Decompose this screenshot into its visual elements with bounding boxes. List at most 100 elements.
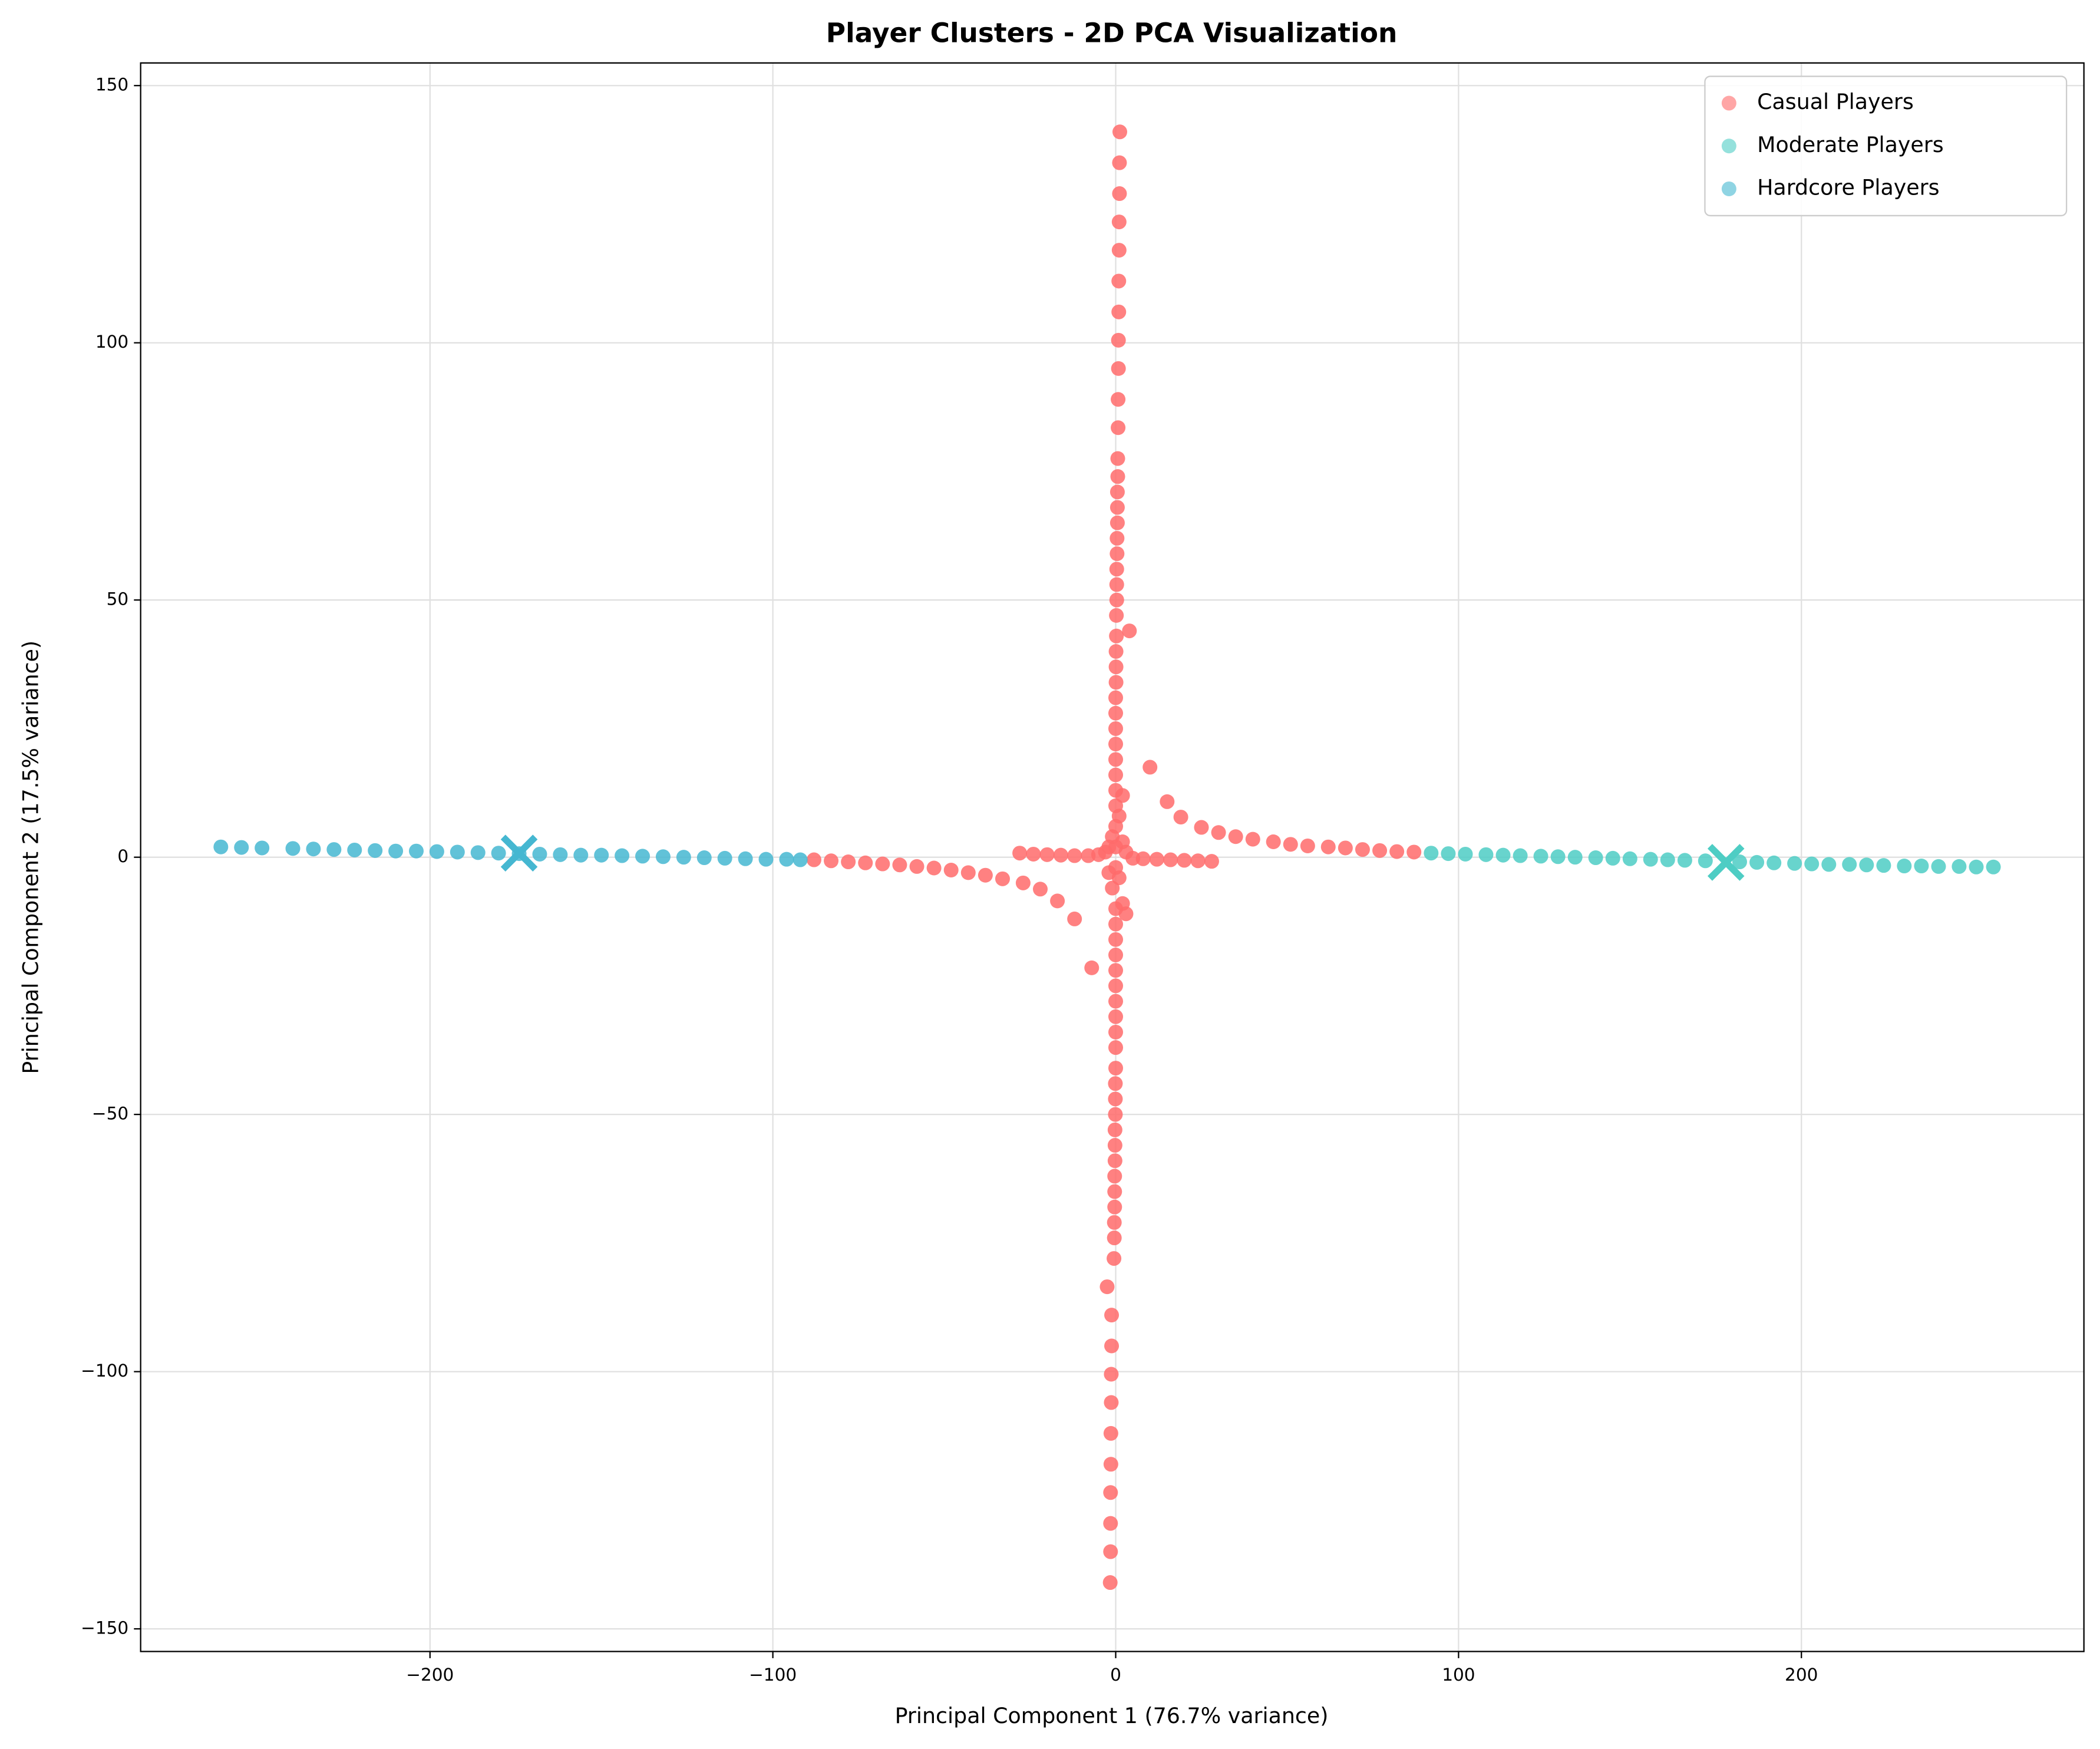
x-tick-label: −200 [406, 1665, 454, 1685]
point [1211, 825, 1226, 840]
point [1173, 810, 1188, 825]
point [1107, 1153, 1122, 1169]
point [1821, 857, 1837, 872]
point [995, 871, 1010, 886]
point [1859, 857, 1874, 873]
point [1986, 859, 2001, 874]
point [1104, 1367, 1119, 1382]
point [676, 850, 691, 865]
point [1112, 124, 1127, 140]
point [532, 846, 547, 862]
point [892, 857, 907, 873]
point [1300, 838, 1315, 853]
point [306, 842, 321, 857]
y-tick-label: 50 [107, 589, 129, 609]
centroid-stroke [500, 834, 538, 872]
chart-title: Player Clusters - 2D PCA Visualization [826, 18, 1398, 49]
point [1177, 853, 1192, 868]
point [1513, 848, 1528, 863]
point [1109, 577, 1124, 592]
point [1108, 705, 1124, 721]
point [1110, 484, 1125, 500]
plot-frame [140, 62, 2085, 1652]
point [1111, 332, 1126, 348]
legend-label: Hardcore Players [1757, 174, 1939, 200]
x-tick-label: 100 [1442, 1665, 1475, 1685]
point [1108, 994, 1124, 1009]
point [1108, 978, 1124, 994]
point [285, 841, 301, 856]
point [1111, 420, 1126, 435]
point [1111, 304, 1127, 319]
point [213, 839, 229, 854]
point [875, 856, 890, 872]
point [1103, 1516, 1118, 1531]
point [1104, 1308, 1120, 1323]
centroid-marker [500, 834, 538, 872]
point [1149, 852, 1164, 867]
point [824, 853, 839, 869]
point [1732, 854, 1748, 870]
point [553, 847, 568, 862]
x-tick-label: 0 [1110, 1665, 1121, 1685]
point [1338, 840, 1353, 856]
point [1067, 848, 1082, 863]
point [1622, 851, 1637, 866]
point [1749, 854, 1765, 870]
point [1424, 846, 1439, 861]
point [1099, 1279, 1115, 1295]
point [1108, 1107, 1123, 1122]
point [1108, 1061, 1124, 1076]
point [1107, 1215, 1122, 1230]
point [1104, 1395, 1119, 1410]
point [1118, 906, 1134, 922]
y-axis-label: Principal Component 2 (17.5% variance) [18, 641, 44, 1074]
point [615, 848, 630, 863]
point [1108, 675, 1124, 690]
point [1107, 1230, 1122, 1246]
y-tick-label: −150 [81, 1618, 128, 1638]
point [1110, 515, 1125, 530]
point [960, 865, 976, 880]
point [1026, 846, 1041, 862]
point [1110, 469, 1125, 484]
point [1110, 500, 1125, 515]
point [388, 843, 404, 859]
point [1245, 831, 1260, 847]
point [1588, 850, 1603, 866]
point [1969, 859, 1984, 874]
centroid-stroke [1707, 844, 1745, 881]
point [1108, 839, 1124, 854]
point [738, 851, 753, 866]
point [1109, 608, 1124, 623]
point [450, 844, 465, 860]
point [1108, 659, 1124, 675]
point [1107, 1251, 1122, 1266]
legend-marker [1721, 95, 1736, 111]
legend-label: Casual Players [1757, 89, 1914, 114]
point [909, 859, 924, 874]
point [1115, 788, 1130, 803]
point [1110, 546, 1125, 562]
point [1372, 843, 1388, 858]
point [1104, 1338, 1120, 1354]
point [1102, 1575, 1118, 1590]
point [573, 847, 589, 863]
point [1012, 846, 1028, 861]
point [1111, 273, 1127, 289]
point [1108, 752, 1124, 767]
legend-marker [1721, 138, 1736, 154]
point [1677, 853, 1692, 868]
point [255, 840, 270, 856]
point [368, 843, 383, 858]
point [1112, 155, 1127, 170]
point [1112, 186, 1127, 202]
point [1441, 846, 1456, 862]
point [1108, 948, 1124, 963]
point [1039, 847, 1055, 862]
point [1108, 737, 1124, 752]
centroid-marker [1707, 844, 1745, 881]
point [1110, 451, 1125, 466]
point [1766, 855, 1782, 870]
point [1550, 849, 1566, 864]
